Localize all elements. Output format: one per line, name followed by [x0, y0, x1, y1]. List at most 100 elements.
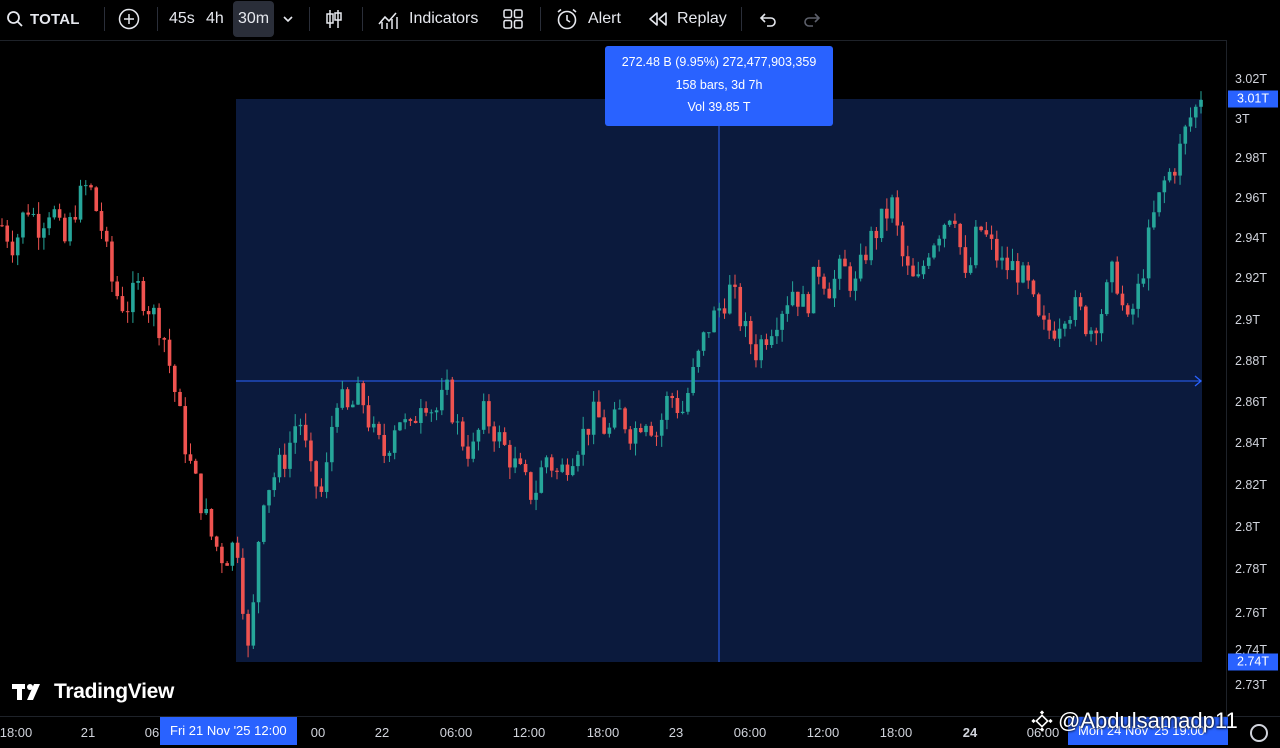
- time-label: 06:00: [1026, 725, 1060, 740]
- candle-up: [440, 389, 444, 411]
- replay-button[interactable]: Replay: [647, 0, 727, 38]
- candle-down: [460, 421, 465, 447]
- candle-up: [696, 350, 701, 368]
- candle-up: [926, 257, 931, 266]
- top-toolbar: TOTAL 45s 4h 30m Indicators Alert Replay: [0, 0, 1280, 41]
- candle-down: [905, 256, 910, 266]
- candle-down: [816, 266, 821, 277]
- candle-down: [309, 440, 313, 462]
- candle-down: [864, 254, 868, 261]
- candle-down: [822, 276, 826, 289]
- candle-up: [419, 408, 423, 423]
- indicators-label: Indicators: [409, 10, 479, 27]
- price-label: 2.98T: [1235, 151, 1267, 165]
- time-tag-start: Fri 21 Nov '25 12:00: [160, 717, 297, 745]
- candle-down: [1084, 306, 1088, 335]
- price-chart[interactable]: [0, 40, 1226, 716]
- candle-up: [921, 265, 926, 275]
- interval-45s-button[interactable]: 45s: [169, 0, 195, 38]
- candle-down: [518, 458, 523, 465]
- candle-down: [895, 197, 900, 226]
- candle-up: [932, 245, 936, 258]
- rewind-icon: [649, 12, 667, 26]
- candle-down: [597, 401, 601, 418]
- candle-up: [1167, 171, 1172, 181]
- undo-button[interactable]: [758, 0, 778, 38]
- candle-up: [853, 278, 858, 291]
- candle-up: [968, 265, 973, 273]
- candle-up: [398, 422, 402, 431]
- candle-down: [10, 241, 15, 256]
- compare-symbol-button[interactable]: [118, 0, 140, 38]
- candle-down: [754, 344, 758, 361]
- candle-down: [424, 408, 428, 413]
- chart-type-button[interactable]: [324, 0, 344, 38]
- measure-volume: Vol 39.85 T: [687, 100, 751, 114]
- alert-button[interactable]: Alert: [555, 0, 621, 38]
- candle-down: [382, 434, 387, 456]
- measure-arrow-head: [1194, 375, 1203, 387]
- candle-up: [869, 230, 873, 261]
- time-label: 12:00: [806, 725, 840, 740]
- candle-up: [612, 409, 617, 428]
- settings-gear-icon[interactable]: [1250, 724, 1268, 742]
- time-axis[interactable]: 18:00 21 06 00 22 06:00 12:00 18:00 23 0…: [0, 716, 1280, 748]
- candle-down: [199, 473, 203, 514]
- tradingview-logo-icon: [12, 684, 40, 700]
- candle-down: [549, 457, 554, 471]
- candle-up: [340, 389, 345, 408]
- candle-up: [392, 430, 397, 453]
- interval-4h-button[interactable]: 4h: [206, 0, 224, 38]
- redo-button[interactable]: [802, 0, 822, 38]
- candle-up: [1178, 143, 1182, 176]
- interval-30m-button[interactable]: 30m: [233, 1, 275, 37]
- time-label: 18:00: [879, 725, 913, 740]
- candle-down: [141, 281, 146, 312]
- candle-up: [717, 308, 722, 311]
- candle-up: [256, 541, 261, 603]
- candle-down: [1094, 330, 1099, 334]
- time-tag-end: Mon 24 Nov '25 19:00: [1068, 717, 1228, 745]
- candle-down: [377, 423, 381, 435]
- candle-up: [267, 490, 271, 506]
- indicators-button[interactable]: Indicators: [377, 0, 478, 38]
- binance-diamond-icon: [1031, 710, 1053, 732]
- candle-up: [136, 281, 140, 283]
- candle-down: [303, 424, 308, 441]
- price-label: 2.82T: [1235, 478, 1267, 492]
- candle-down: [900, 225, 905, 257]
- candle-up: [544, 457, 549, 468]
- price-axis[interactable]: 3.02T 3T 2.98T 2.96T 2.94T 2.92T 2.9T 2.…: [1226, 40, 1280, 716]
- candle-down: [1031, 280, 1036, 295]
- templates-button[interactable]: [502, 0, 524, 38]
- candle-up: [581, 428, 585, 455]
- candlesticks: [0, 91, 1203, 658]
- time-label: 18:00: [586, 725, 620, 740]
- candle-down: [565, 464, 570, 476]
- candle-up: [445, 379, 449, 390]
- time-label: 24: [962, 725, 978, 740]
- measure-bars: 158 bars, 3d 7h: [675, 77, 763, 92]
- candle-down: [188, 454, 193, 461]
- candle-up: [618, 408, 622, 410]
- candle-up: [251, 602, 256, 646]
- candle-down: [361, 383, 366, 406]
- interval-dropdown-button[interactable]: [282, 0, 294, 38]
- candle-up: [785, 305, 790, 314]
- candle-up: [712, 310, 716, 333]
- candle-up: [356, 383, 360, 405]
- candle-up: [1021, 265, 1025, 283]
- candle-up: [230, 542, 235, 566]
- candle-up: [879, 208, 884, 239]
- candle-down: [26, 212, 30, 215]
- candle-down: [1036, 294, 1041, 316]
- symbol-search-button[interactable]: TOTAL: [6, 0, 80, 38]
- candle-up: [42, 228, 46, 238]
- candle-down: [1052, 330, 1057, 339]
- candle-up: [330, 426, 334, 463]
- interval-30m-label: 30m: [238, 10, 270, 27]
- candle-down: [958, 223, 962, 248]
- candle-up: [476, 429, 481, 442]
- candle-down: [225, 563, 229, 566]
- candle-up: [570, 466, 575, 476]
